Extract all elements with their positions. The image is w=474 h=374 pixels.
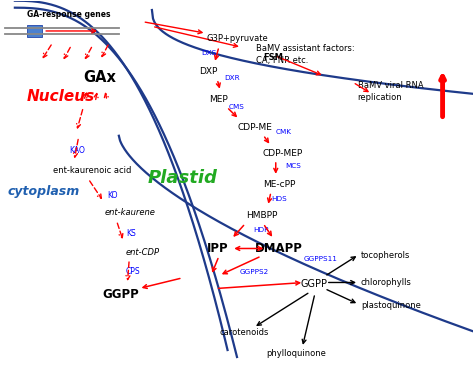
Text: Plastid: Plastid (147, 169, 217, 187)
Bar (27, 25, 42, 37)
Text: DXS: DXS (201, 50, 217, 56)
Text: GA-response genes: GA-response genes (27, 10, 110, 19)
Text: HMBPP: HMBPP (246, 211, 278, 220)
Text: DMAPP: DMAPP (255, 242, 302, 255)
Text: MEP: MEP (210, 95, 228, 104)
Text: GGPPS2: GGPPS2 (239, 269, 269, 275)
Text: Nucleus: Nucleus (27, 89, 95, 104)
Text: HDR: HDR (254, 227, 270, 233)
Text: BaMV viral RNA
replication: BaMV viral RNA replication (357, 81, 423, 102)
Text: phylloquinone: phylloquinone (266, 349, 326, 358)
Text: chlorophylls: chlorophylls (361, 278, 412, 287)
Text: MCS: MCS (285, 163, 301, 169)
Text: ent-kaurenoic acid: ent-kaurenoic acid (53, 166, 131, 175)
Text: KAO: KAO (69, 146, 85, 155)
Text: cytoplasm: cytoplasm (8, 185, 80, 198)
Text: KS: KS (126, 229, 136, 238)
Text: G3P+pyruvate: G3P+pyruvate (206, 34, 268, 43)
Text: CPS: CPS (126, 267, 141, 276)
Text: CMS: CMS (228, 104, 245, 110)
Text: GGPP: GGPP (301, 279, 328, 289)
Text: FSM: FSM (263, 53, 283, 62)
Text: GAx: GAx (83, 70, 117, 85)
Text: CMK: CMK (276, 129, 292, 135)
Text: KO: KO (107, 191, 118, 200)
Text: DXP: DXP (199, 67, 218, 76)
Text: ent-kaurene: ent-kaurene (105, 208, 155, 217)
Text: ME-cPP: ME-cPP (263, 180, 295, 189)
Text: CDP-MEP: CDP-MEP (263, 149, 303, 158)
Text: GGPPS11: GGPPS11 (304, 256, 338, 262)
Text: IPP: IPP (207, 242, 229, 255)
Text: ent-CDP: ent-CDP (126, 248, 160, 257)
Text: BaMV assistant factors:
CA, FNR etc.: BaMV assistant factors: CA, FNR etc. (256, 44, 355, 65)
Text: CDP-ME: CDP-ME (237, 123, 272, 132)
Text: plastoquinone: plastoquinone (361, 301, 421, 310)
Text: tocopherols: tocopherols (361, 251, 410, 260)
Text: carotenoids: carotenoids (219, 328, 269, 337)
Text: HDS: HDS (271, 196, 287, 202)
Text: DXR: DXR (224, 74, 239, 80)
Text: GGPP: GGPP (103, 288, 139, 301)
